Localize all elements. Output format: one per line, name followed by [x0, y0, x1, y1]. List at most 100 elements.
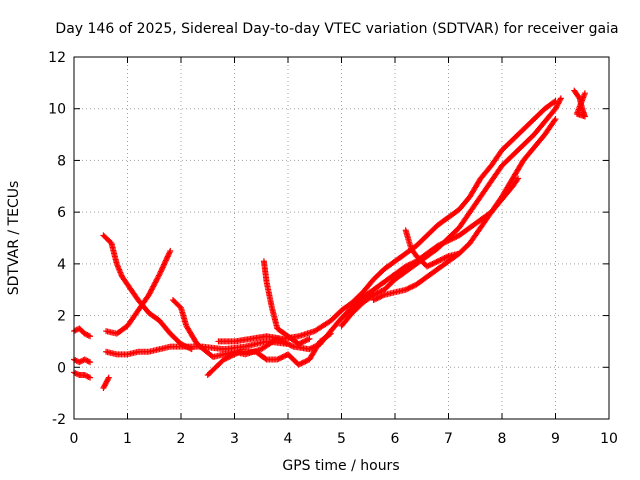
- data-point: [159, 265, 166, 272]
- data-point: [166, 250, 173, 257]
- data-point: [298, 339, 305, 346]
- data-point: [377, 293, 384, 300]
- data-point: [374, 289, 381, 296]
- data-point: [159, 264, 166, 271]
- series-track-15: [402, 227, 463, 270]
- y-tick-label: 4: [57, 257, 66, 273]
- data-point: [406, 284, 413, 291]
- y-tick-label: 2: [57, 309, 66, 325]
- data-point: [377, 288, 384, 295]
- data-point: [87, 374, 94, 381]
- data-point: [289, 342, 296, 349]
- series-track-10: [260, 258, 313, 348]
- data-point: [557, 95, 564, 102]
- data-point: [441, 255, 448, 262]
- x-tick-label: 0: [70, 431, 79, 447]
- data-point: [442, 254, 449, 261]
- data-point: [450, 235, 457, 241]
- data-point: [371, 291, 378, 298]
- data-point: [158, 267, 165, 274]
- plot-frame: [73, 56, 610, 420]
- series-track-6: [103, 247, 174, 337]
- data-point: [228, 352, 235, 359]
- data-point: [404, 286, 411, 293]
- data-point: [306, 335, 313, 342]
- data-point: [370, 291, 377, 298]
- data-point: [301, 359, 308, 366]
- data-point: [426, 262, 433, 269]
- data-point: [73, 370, 80, 377]
- data-point: [452, 234, 459, 241]
- series-track-1: [71, 325, 94, 340]
- data-point: [105, 374, 112, 381]
- data-point: [81, 372, 88, 379]
- data-point: [295, 341, 302, 348]
- y-axis-label: SDTVAR / TECUs: [6, 181, 22, 296]
- y-tick-label: 6: [57, 205, 66, 221]
- data-point: [167, 247, 174, 254]
- data-point: [84, 373, 91, 380]
- data-point: [83, 357, 90, 364]
- data-point: [157, 268, 164, 275]
- data-point: [373, 295, 380, 302]
- data-point: [432, 259, 439, 266]
- data-point: [72, 357, 79, 364]
- data-point: [436, 257, 443, 264]
- data-point: [456, 250, 463, 257]
- data-point: [160, 262, 167, 269]
- data-point: [230, 352, 237, 359]
- data-point: [81, 330, 88, 337]
- data-point: [378, 293, 385, 300]
- data-point: [155, 272, 162, 279]
- data-point: [375, 294, 382, 301]
- x-axis-label: GPS time / hours: [282, 458, 399, 474]
- data-point: [295, 361, 302, 368]
- data-point: [84, 357, 91, 364]
- grid: [74, 57, 609, 419]
- y-tick-label: 0: [57, 360, 66, 376]
- data-point: [156, 271, 163, 278]
- data-point: [227, 353, 234, 360]
- x-tick-label: 4: [284, 431, 293, 447]
- data-point: [161, 261, 168, 268]
- data-point: [430, 260, 437, 267]
- data-point: [374, 295, 381, 302]
- data-point: [220, 356, 227, 363]
- data-point: [87, 359, 94, 366]
- x-tick-label: 9: [551, 431, 560, 447]
- data-point: [77, 358, 84, 365]
- data-point: [301, 338, 308, 345]
- data-point: [551, 117, 558, 124]
- data-point: [222, 355, 229, 362]
- data-point: [434, 258, 441, 265]
- series-track-9: [204, 330, 334, 379]
- data-point: [280, 353, 287, 360]
- data-point: [298, 360, 305, 367]
- data-point: [410, 282, 417, 289]
- series-track-16: [571, 87, 588, 120]
- data-point: [433, 258, 440, 265]
- data-point: [303, 357, 310, 364]
- data-point: [303, 337, 310, 344]
- data-point: [278, 354, 285, 361]
- data-point: [581, 90, 588, 97]
- data-point: [73, 357, 80, 364]
- y-tick-label: 8: [57, 153, 66, 169]
- data-point: [299, 339, 306, 346]
- data-point: [428, 261, 435, 268]
- data-point: [287, 342, 294, 349]
- data-point: [163, 256, 170, 263]
- data-point: [299, 359, 306, 366]
- data-point: [402, 286, 409, 293]
- y-tick-label: 12: [48, 50, 66, 66]
- x-tick-label: 5: [337, 431, 346, 447]
- data-point: [85, 358, 92, 365]
- data-point: [402, 263, 409, 270]
- data-point: [165, 252, 172, 259]
- data-point: [557, 96, 564, 103]
- data-point: [405, 285, 412, 292]
- x-tick-label: 8: [498, 431, 507, 447]
- data-point: [285, 341, 291, 348]
